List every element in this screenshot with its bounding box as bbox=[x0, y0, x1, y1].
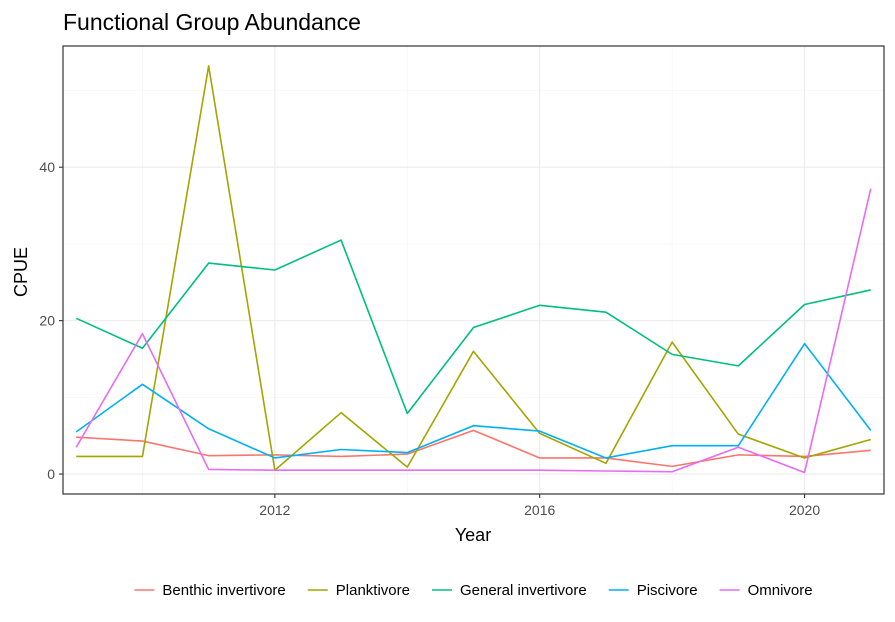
legend-label: Planktivore bbox=[336, 582, 410, 599]
series-line-piscivore bbox=[75, 342, 872, 459]
y-axis: 0 20 40 bbox=[39, 159, 63, 482]
plot-panel bbox=[62, 45, 885, 495]
series-lines bbox=[75, 65, 872, 474]
legend: Benthic invertivore Planktivore General in… bbox=[134, 582, 813, 599]
legend-label: Omnivore bbox=[748, 582, 813, 599]
y-tick-label: 40 bbox=[39, 159, 55, 175]
x-axis-title: Year bbox=[455, 525, 491, 545]
legend-item-piscivore: Piscivore bbox=[608, 582, 698, 599]
y-axis-title: CPUE bbox=[11, 247, 31, 297]
series-line-benthic-invertivore bbox=[76, 429, 871, 468]
legend-item-benthic-invertivore: Benthic invertivore bbox=[134, 582, 286, 599]
x-axis: 2012 2016 2020 bbox=[259, 494, 820, 518]
y-tick-label: 20 bbox=[39, 313, 55, 329]
legend-item-planktivore: Planktivore bbox=[307, 582, 410, 599]
minor-gridlines bbox=[63, 46, 884, 494]
series-line-planktivore bbox=[76, 65, 871, 472]
legend-label: Piscivore bbox=[637, 582, 698, 599]
legend-label: Benthic invertivore bbox=[162, 582, 285, 599]
legend-item-omnivore: Omnivore bbox=[719, 582, 813, 599]
x-tick-label: 2016 bbox=[524, 502, 555, 518]
x-tick-label: 2012 bbox=[259, 502, 290, 518]
major-gridlines bbox=[63, 46, 884, 494]
legend-label: General invertivore bbox=[460, 582, 587, 599]
series-line-omnivore bbox=[75, 188, 872, 474]
legend-item-general-invertivore: General invertivore bbox=[431, 582, 587, 599]
series-line-general-invertivore bbox=[75, 239, 871, 415]
x-tick-label: 2020 bbox=[789, 502, 820, 518]
chart-title: Functional Group Abundance bbox=[63, 9, 361, 35]
panel-border bbox=[62, 45, 885, 495]
y-tick-label: 0 bbox=[47, 466, 55, 482]
